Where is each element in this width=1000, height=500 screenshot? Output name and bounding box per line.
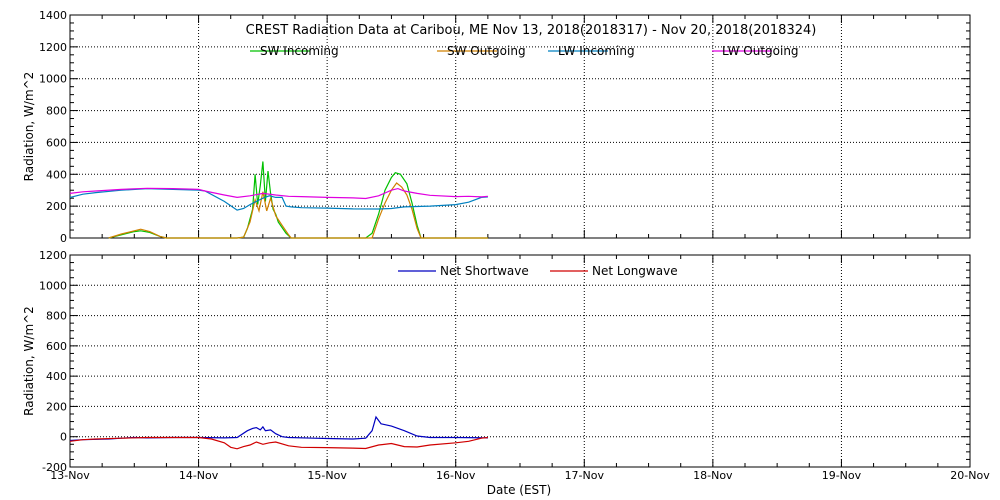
y-tick-label: -200 [42,461,67,474]
x-tick-label: 18-Nov [693,469,733,482]
legend-label: LW Outgoing [722,44,799,58]
series-line-net-shortwave [69,415,488,442]
y-tick-label: 1200 [39,41,67,54]
x-tick-label: 17-Nov [565,469,605,482]
y-tick-label: 800 [46,310,67,323]
panel-1: 0 200 400 600 800 1000 1200 1400 Radiation, W/m^… [22,9,971,245]
x-tick-label: 19-Nov [822,469,862,482]
x-axis-label: Date (EST) [487,483,551,497]
x-tick-label: 15-Nov [307,469,347,482]
legend-label: Net Longwave [592,264,678,278]
y-tick-label: 800 [46,105,67,118]
y-tick-label: 1000 [39,73,67,86]
plot-frame [69,14,971,239]
x-tick-label: 14-Nov [179,469,219,482]
legend-label: SW Incoming [260,44,339,58]
plot-frame [69,254,971,468]
chart-title: CREST Radiation Data at Caribou, ME Nov … [246,23,817,38]
panel-2: -200 0 200 400 600 800 1000 1200 Radiation, W/m^… [22,249,990,482]
y-tick-label: 0 [60,232,67,245]
y-axis-label: Radiation, W/m^2 [22,72,36,182]
y-tick-label: 1000 [39,279,67,292]
series-line-lw-outgoing [69,187,488,200]
y-axis-label: Radiation, W/m^2 [22,306,36,416]
series-line-sw-incoming [108,161,488,239]
y-tick-label: 0 [60,431,67,444]
legend-label: SW Outgoing [447,44,526,58]
y-tick-label: 1200 [39,249,67,262]
y-tick-label: 400 [46,168,67,181]
y-tick-label: 200 [46,400,67,413]
y-tick-label: 1400 [39,9,67,22]
legend-label: Net Shortwave [440,264,529,278]
x-tick-label: 20-Nov [950,469,990,482]
y-tick-label: 600 [46,340,67,353]
series-line-sw-outgoing [108,182,488,239]
x-tick-label: 16-Nov [436,469,476,482]
series-line-net-longwave [69,436,488,450]
y-tick-label: 600 [46,136,67,149]
legend-label: LW Incoming [558,44,635,58]
series-line-lw-incoming [69,187,488,211]
y-tick-label: 200 [46,200,67,213]
y-tick-label: 400 [46,370,67,383]
x-tick-label: 13-Nov [50,469,90,482]
